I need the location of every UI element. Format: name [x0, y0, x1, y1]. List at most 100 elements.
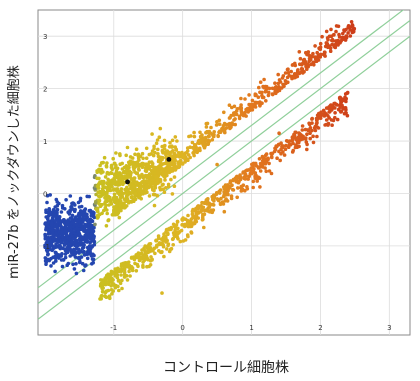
data-point [126, 187, 130, 192]
data-point [70, 216, 74, 220]
data-point [69, 240, 74, 244]
highlighted-point [166, 156, 172, 162]
data-point [343, 95, 347, 100]
data-point [86, 228, 91, 233]
data-point [127, 171, 131, 175]
y-tick-label: -1 [43, 243, 50, 251]
data-point [308, 126, 313, 130]
data-point [112, 212, 116, 217]
data-point [157, 135, 162, 139]
data-point [300, 63, 304, 67]
data-point [207, 134, 211, 139]
data-point [58, 222, 63, 227]
data-point [249, 102, 254, 107]
data-point [239, 112, 244, 117]
data-point [270, 155, 274, 160]
data-point [132, 176, 136, 180]
data-point [104, 165, 109, 169]
data-point [235, 107, 240, 111]
data-point [260, 165, 265, 169]
data-point [89, 254, 94, 258]
data-point [73, 255, 78, 259]
data-point [126, 260, 131, 265]
data-point [191, 145, 195, 150]
data-point [60, 235, 65, 239]
data-point [305, 132, 309, 136]
data-point [114, 210, 118, 215]
data-point [51, 208, 56, 212]
data-point [67, 226, 71, 230]
data-point [72, 267, 77, 271]
data-point [118, 203, 122, 207]
data-point [64, 233, 69, 237]
data-point [231, 188, 236, 192]
data-point [290, 150, 295, 154]
data-point [264, 99, 268, 103]
data-point [263, 160, 268, 165]
data-point [253, 92, 258, 96]
data-point [176, 151, 181, 155]
data-point [247, 93, 251, 97]
data-point [114, 271, 119, 276]
data-point [188, 145, 192, 149]
data-point [53, 269, 57, 274]
data-point [71, 236, 76, 241]
data-point [337, 35, 342, 39]
data-point [258, 185, 262, 189]
data-point [133, 191, 138, 196]
data-point [108, 182, 113, 187]
data-point [166, 162, 170, 166]
data-point [232, 118, 236, 122]
data-point [346, 31, 350, 35]
data-point [135, 171, 140, 175]
data-point [175, 154, 180, 158]
data-point [172, 162, 177, 166]
data-point [178, 239, 183, 244]
data-point [112, 197, 116, 201]
data-point [327, 110, 332, 114]
data-point [171, 222, 176, 227]
data-point [244, 107, 248, 112]
data-point [339, 110, 343, 114]
data-point [145, 185, 149, 190]
data-point [126, 263, 131, 268]
data-point [244, 174, 248, 178]
data-point [255, 179, 259, 183]
data-point [111, 156, 115, 161]
data-point [94, 207, 99, 211]
data-point [70, 220, 75, 225]
data-point [192, 130, 196, 135]
data-point [329, 27, 333, 32]
data-point [286, 67, 290, 71]
data-point [150, 161, 155, 166]
data-point [148, 263, 153, 267]
data-point [228, 180, 232, 185]
data-points [43, 20, 357, 301]
data-point [324, 29, 329, 34]
data-point [109, 165, 114, 170]
data-point [348, 34, 353, 38]
data-point [82, 213, 86, 218]
data-point [228, 186, 232, 190]
data-point [160, 291, 164, 295]
data-point [264, 86, 269, 91]
data-point [86, 225, 90, 229]
data-point [216, 198, 221, 203]
data-point [63, 255, 68, 260]
data-point [92, 225, 96, 230]
data-point [191, 207, 195, 212]
data-point [275, 156, 279, 160]
data-point [198, 148, 202, 153]
data-point [345, 90, 350, 95]
data-point [122, 265, 127, 269]
data-point [175, 219, 180, 224]
data-point [314, 58, 319, 62]
data-point [144, 156, 149, 160]
data-point [84, 234, 88, 238]
data-point [170, 237, 175, 242]
data-point [306, 128, 311, 133]
data-point [125, 145, 130, 150]
data-point [158, 165, 162, 170]
data-point [312, 126, 317, 130]
data-point [77, 251, 81, 255]
